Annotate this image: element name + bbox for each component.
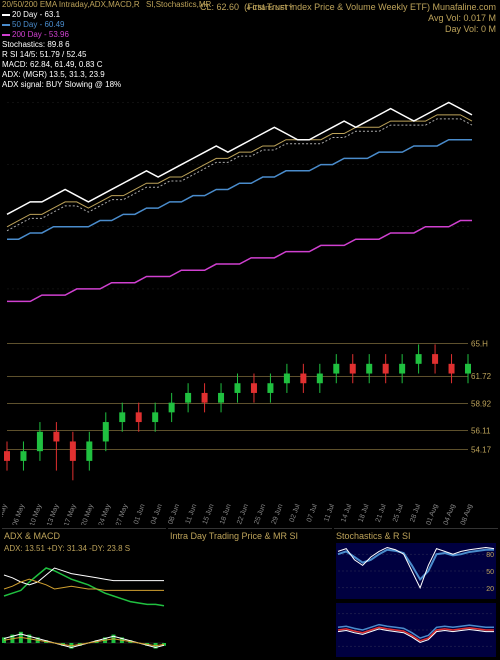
svg-text:27 May: 27 May: [115, 503, 130, 525]
svg-text:04 Jun: 04 Jun: [150, 503, 164, 525]
chart-legend: 20/50/200 EMA Intraday,ADX,MACD,R SI,Sto…: [2, 0, 211, 90]
svg-text:18 Jul: 18 Jul: [358, 503, 371, 523]
svg-text:54.17: 54.17: [471, 446, 492, 455]
svg-text:29 Jun: 29 Jun: [271, 503, 285, 525]
svg-text:06 May: 06 May: [12, 503, 27, 525]
main-price-chart: [2, 90, 498, 320]
svg-text:65.H: 65.H: [471, 339, 488, 348]
intraday-panel: Intra Day Trading Price & MR SI: [168, 528, 332, 658]
svg-text:18 Jun: 18 Jun: [219, 503, 233, 525]
svg-text:50: 50: [486, 569, 494, 576]
svg-text:11 Jun: 11 Jun: [185, 503, 199, 525]
svg-text:ADX: 13.51 +DY: 31.34 -DY: 2: ADX: 13.51 +DY: 31.34 -DY: 23.8 S: [4, 544, 130, 553]
svg-text:80: 80: [486, 552, 494, 559]
svg-text:02 Jul: 02 Jul: [289, 503, 302, 523]
svg-text:15 Jun: 15 Jun: [202, 503, 216, 525]
svg-text:22 Jun: 22 Jun: [236, 503, 250, 525]
svg-text:56.11: 56.11: [471, 427, 491, 436]
svg-text:03 May: 03 May: [2, 503, 9, 525]
x-axis: 03 May06 May10 May13 May17 May20 May24 M…: [2, 490, 498, 525]
svg-text:08 Jun: 08 Jun: [167, 503, 181, 525]
svg-text:25 Jul: 25 Jul: [392, 503, 405, 523]
svg-text:Intra Day Trading Price & MR: Intra Day Trading Price & MR SI: [170, 531, 298, 541]
legend-title: 20/50/200 EMA Intraday,ADX,MACD,R: [2, 0, 140, 10]
svg-text:28 Jul: 28 Jul: [409, 503, 422, 523]
svg-text:11 Jul: 11 Jul: [323, 503, 336, 523]
svg-text:04 Aug: 04 Aug: [443, 503, 457, 525]
svg-text:01 Jun: 01 Jun: [133, 503, 147, 525]
svg-text:ADX & MACD: ADX & MACD: [4, 531, 61, 541]
svg-text:61.72: 61.72: [471, 372, 492, 381]
adx-macd-panel: ADX & MACD ADX: 13.51 +DY: 31.34 -DY: 23.…: [2, 528, 166, 658]
cl-label: CL: 62.60 4 Charts NFTY: [200, 2, 293, 12]
svg-text:01 Aug: 01 Aug: [425, 503, 439, 525]
svg-text:10 May: 10 May: [29, 503, 44, 525]
svg-text:25 Jun: 25 Jun: [253, 503, 267, 525]
stochastics-panel: Stochastics & R SI 80 50 20: [334, 528, 498, 658]
svg-text:08 Aug: 08 Aug: [460, 503, 474, 525]
svg-text:24 May: 24 May: [98, 503, 113, 525]
svg-text:20 May: 20 May: [81, 503, 96, 525]
svg-text:13 May: 13 May: [46, 503, 61, 525]
svg-text:21 Jul: 21 Jul: [375, 503, 388, 523]
svg-text:17 May: 17 May: [63, 503, 78, 525]
svg-text:07 Jul: 07 Jul: [306, 503, 319, 523]
candle-chart: 65.H 61.72 58.92 56.11 54.17: [2, 325, 498, 490]
svg-text:14 Jul: 14 Jul: [340, 503, 353, 523]
svg-text:20: 20: [486, 586, 494, 593]
svg-text:58.92: 58.92: [471, 399, 492, 408]
svg-text:Stochastics & R SI: Stochastics & R SI: [336, 531, 411, 541]
